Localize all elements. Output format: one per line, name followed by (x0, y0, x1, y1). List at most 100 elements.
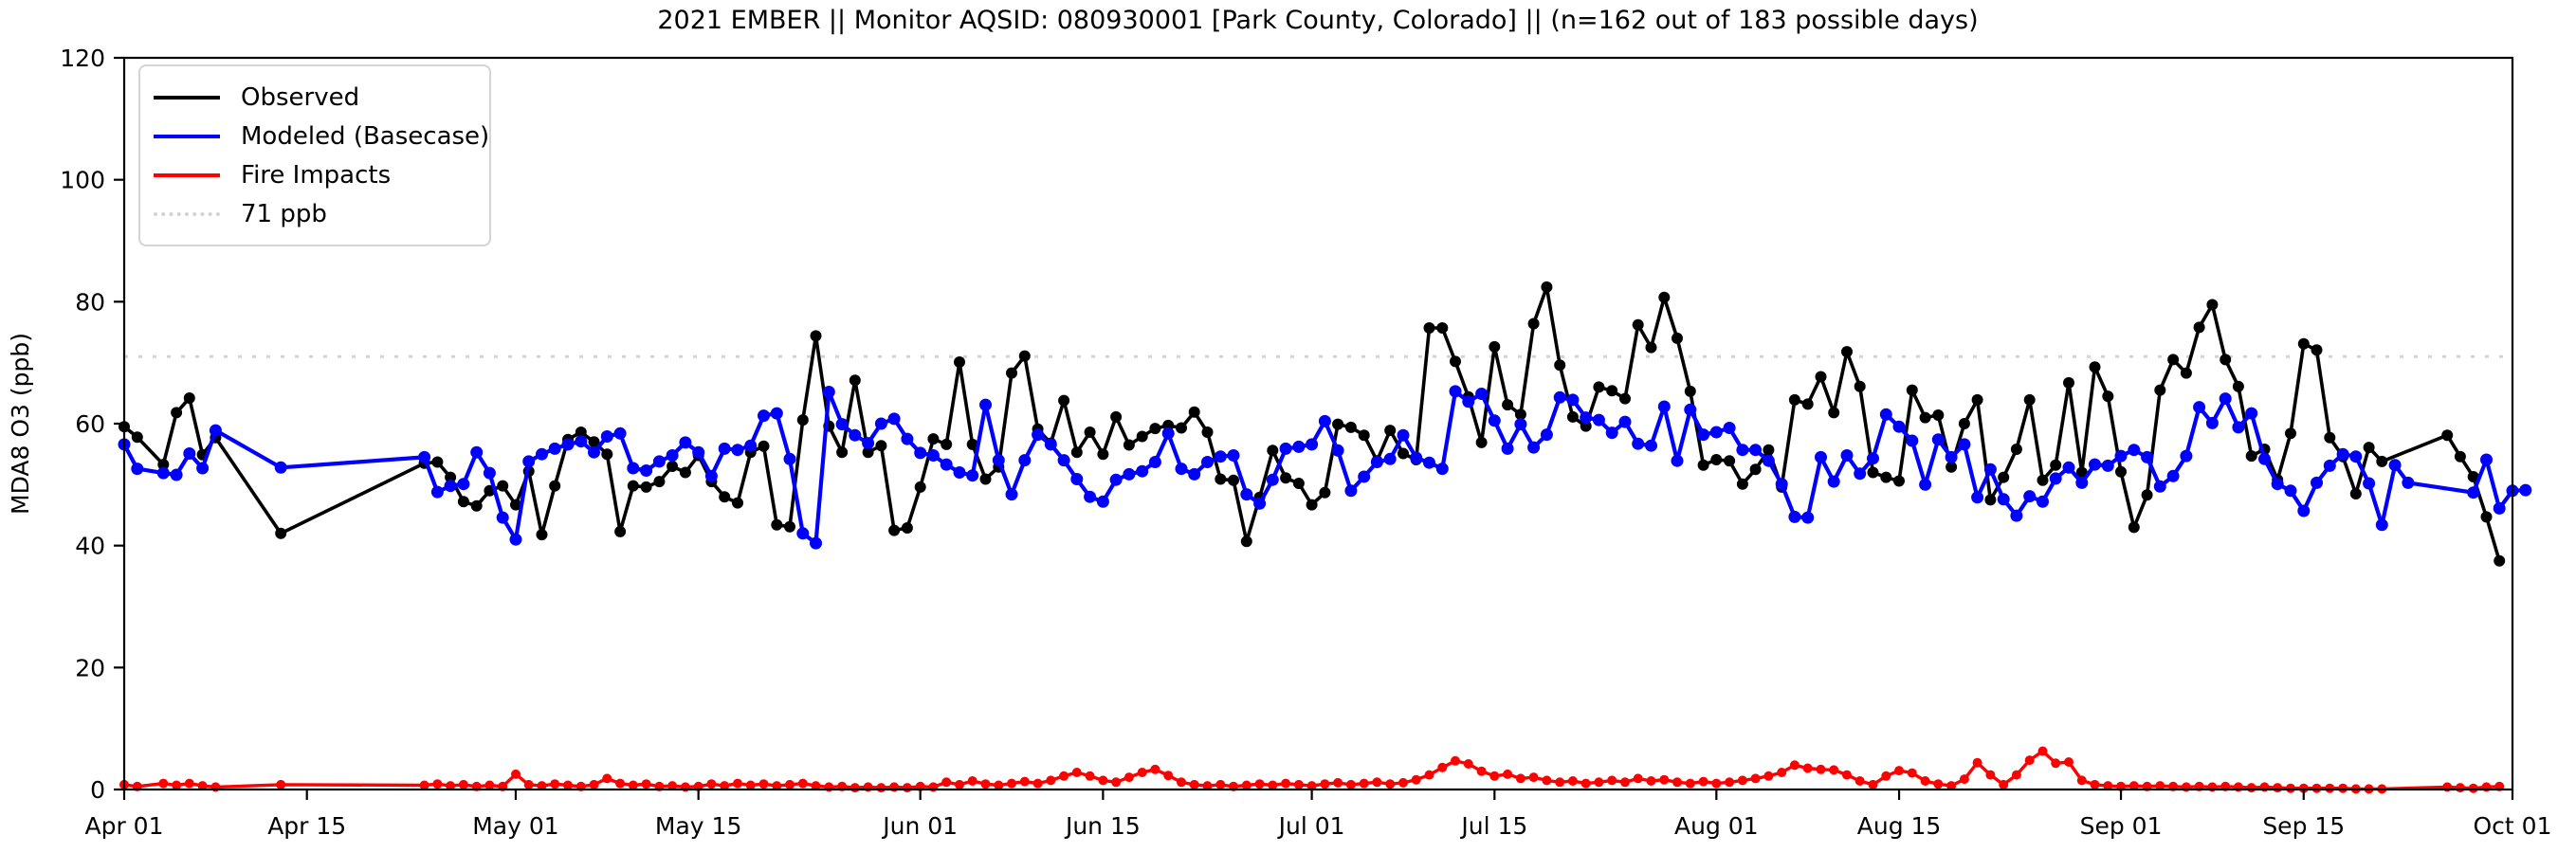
legend-item-71-ppb: 71 ppb (154, 194, 472, 233)
data-point-marker (2193, 321, 2205, 334)
data-point-marker (2297, 337, 2310, 350)
data-point-marker (1567, 776, 1578, 786)
data-point-marker (1188, 406, 1200, 418)
data-point-marker (2441, 429, 2454, 442)
data-point-marker (563, 780, 573, 790)
data-point-marker (484, 780, 495, 790)
data-point-marker (2311, 783, 2322, 793)
data-point-marker (1266, 473, 1279, 486)
data-point-marker (196, 462, 210, 475)
data-point-marker (732, 497, 743, 509)
data-point-marker (1620, 777, 1630, 788)
data-point-marker (627, 462, 640, 475)
data-point-marker (2246, 783, 2256, 793)
data-point-marker (876, 783, 886, 793)
data-point-marker (1750, 773, 1761, 784)
data-point-marker (926, 449, 940, 462)
data-point-marker (1111, 777, 1122, 788)
data-point-marker (640, 481, 652, 493)
data-point-marker (601, 448, 613, 461)
series-line (122, 285, 2501, 563)
legend-swatch-line (154, 172, 220, 177)
data-point-marker (1775, 478, 1788, 491)
data-point-marker (2324, 431, 2336, 444)
y-tick-label: 80 (75, 288, 105, 316)
data-point-marker (914, 446, 927, 460)
data-point-marker (1672, 777, 1682, 788)
data-point-marker (966, 469, 979, 482)
data-point-marker (419, 780, 429, 790)
data-point-marker (2037, 746, 2048, 756)
data-point-marker (1084, 490, 1097, 503)
data-point-marker (1698, 776, 1708, 787)
data-point-marker (994, 780, 1004, 790)
data-point-marker (1449, 385, 1462, 398)
data-point-marker (1528, 772, 1539, 783)
data-point-marker (772, 781, 782, 791)
data-point-marker (1879, 408, 1892, 421)
data-point-marker (1136, 430, 1148, 443)
data-point-marker (2102, 390, 2114, 403)
data-point-marker (745, 780, 756, 790)
data-point-marker (1697, 428, 1710, 442)
data-point-marker (1397, 428, 1410, 442)
data-point-marker (1789, 760, 1800, 771)
data-point-marker (1292, 440, 1306, 453)
data-point-marker (1046, 775, 1056, 786)
data-point-marker (274, 461, 287, 474)
data-point-marker (1724, 455, 1736, 467)
data-point-marker (1527, 441, 1541, 454)
data-point-marker (131, 431, 143, 444)
data-point-marker (720, 781, 730, 791)
legend-swatch-dotted-line (154, 211, 220, 216)
data-point-marker (1411, 774, 1421, 785)
data-point-marker (1319, 486, 1331, 499)
data-point-marker (1006, 367, 1017, 379)
data-point-marker (1554, 359, 1566, 372)
data-point-marker (902, 783, 912, 793)
data-point-marker (2128, 521, 2140, 534)
data-point-marker (1999, 779, 2009, 789)
data-point-marker (1723, 422, 1736, 434)
data-point-marker (796, 414, 809, 426)
data-point-marker (2167, 354, 2180, 366)
legend-item-modeled-basecase: Modeled (Basecase) (154, 117, 489, 155)
data-point-marker (1137, 768, 1147, 777)
data-point-marker (2402, 476, 2415, 489)
data-point-marker (1672, 332, 1683, 344)
data-point-marker (2180, 367, 2192, 379)
data-point-marker (1476, 766, 1487, 776)
data-point-marker (744, 439, 758, 452)
data-point-marker (1149, 423, 1161, 435)
data-point-marker (1737, 775, 1747, 786)
data-point-marker (431, 456, 444, 468)
data-point-marker (783, 452, 796, 465)
axes-layer: 0 20 40 60 80 100 120 Apr 01 Apr 15 May 01 May 15 J… (60, 45, 2551, 840)
data-point-marker (980, 779, 991, 789)
data-point-marker (875, 440, 887, 452)
data-point-marker (679, 436, 692, 449)
data-point-marker (1240, 535, 1252, 548)
data-point-marker (1489, 771, 1500, 781)
data-point-marker (1514, 418, 1527, 431)
data-point-marker (628, 780, 638, 790)
data-point-marker (1150, 764, 1160, 774)
data-point-marker (497, 480, 509, 492)
data-point-marker (1788, 510, 1801, 523)
data-point-marker (811, 781, 821, 791)
data-point-marker (2297, 504, 2311, 517)
data-point-marker (1489, 340, 1501, 353)
data-point-marker (276, 779, 286, 789)
data-point-marker (2388, 459, 2402, 472)
data-point-marker (731, 444, 744, 457)
data-point-marker (550, 779, 560, 789)
data-point-marker (1894, 766, 1904, 776)
data-point-marker (1384, 425, 1397, 437)
data-point-marker (1163, 771, 1174, 781)
data-point-marker (2154, 384, 2166, 396)
data-point-marker (1919, 478, 1932, 491)
data-point-marker (1007, 778, 1016, 789)
data-point-marker (1946, 461, 1958, 473)
data-point-marker (575, 426, 587, 438)
data-point-marker (835, 418, 849, 431)
